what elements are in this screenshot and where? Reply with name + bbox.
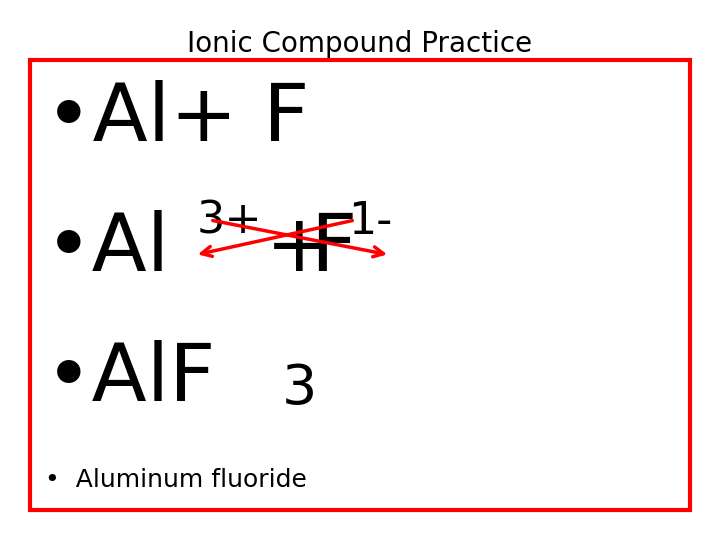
Text: Ionic Compound Practice: Ionic Compound Practice: [187, 30, 533, 58]
Text: +: +: [240, 210, 359, 288]
Text: 1-: 1-: [348, 200, 392, 243]
Text: F: F: [310, 210, 356, 288]
Text: •Al+ F: •Al+ F: [45, 80, 310, 158]
Bar: [30, 60, 690, 510]
Text: 3+: 3+: [197, 200, 263, 243]
Text: 3: 3: [282, 362, 318, 416]
Text: •  Aluminum fluoride: • Aluminum fluoride: [45, 468, 307, 492]
Text: •AlF: •AlF: [45, 340, 217, 418]
Text: •Al: •Al: [45, 210, 170, 288]
